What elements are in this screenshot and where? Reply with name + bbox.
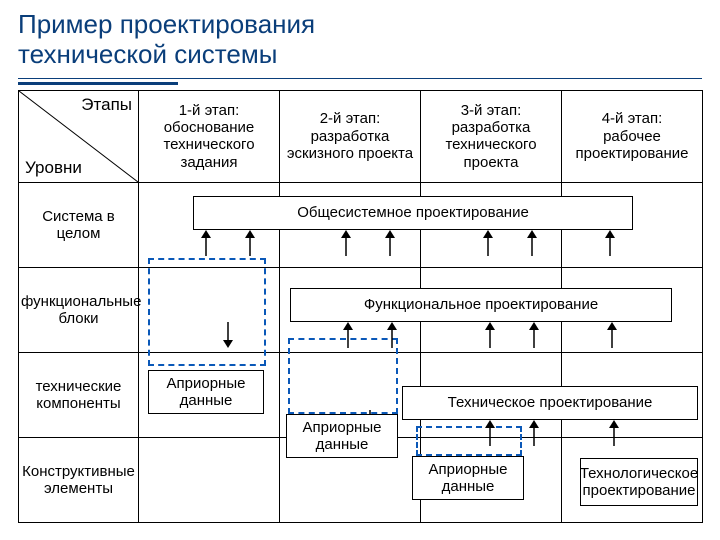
stage-1-header: 1-й этап:обоснование технического задани… [139, 90, 280, 182]
title-rule [18, 74, 702, 84]
row-1-header: Система в целом [19, 182, 139, 267]
stage-4-header: 4-й этап:рабочее проектирование [562, 90, 703, 182]
corner-etapy: Этапы [81, 95, 132, 115]
row-3-header: технические компоненты [19, 352, 139, 437]
corner-cell: Этапы Уровни [19, 90, 139, 182]
stage-3-header: 3-й этап:разработка технического проекта [421, 90, 562, 182]
diagram: Этапы Уровни 1-й этап:обоснование технич… [18, 90, 702, 522]
row-4-header: Конструктивные элементы [19, 437, 139, 522]
corner-urovni: Уровни [25, 158, 82, 178]
row-2-header: функциональные блоки [19, 267, 139, 352]
title-line-2: технической системы [18, 39, 277, 69]
title-line-1: Пример проектирования [18, 9, 315, 39]
design-table: Этапы Уровни 1-й этап:обоснование технич… [18, 90, 703, 523]
stage-2-header: 2-й этап:разработка эскизного проекта [280, 90, 421, 182]
